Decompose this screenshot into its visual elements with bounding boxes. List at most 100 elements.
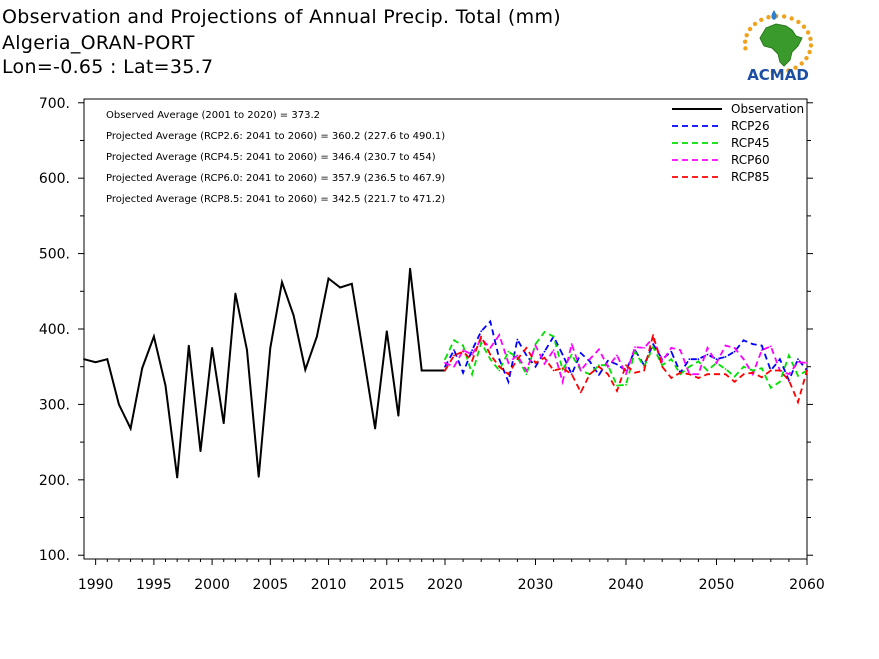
data-point-rcp26: [688, 358, 691, 361]
data-point-rcp60: [769, 345, 772, 348]
data-point-rcp45: [453, 339, 455, 342]
data-point-rcp85: [525, 346, 528, 349]
data-point-rcp26: [742, 339, 745, 342]
data-point-rcp60: [643, 346, 645, 349]
station-coordinates: Lon=-0.65 : Lat=35.7: [2, 56, 214, 78]
data-point-rcp60: [697, 373, 700, 376]
data-point-rcp60: [616, 354, 618, 357]
data-point-rcp26: [453, 349, 455, 352]
data-point-rcp85: [751, 371, 754, 374]
data-point-observation: [94, 361, 97, 364]
series-line-observation: [83, 268, 445, 478]
data-point-observation: [211, 346, 213, 349]
x-tick-label: 2050: [699, 577, 735, 593]
acmad-logo-text: ACMAD: [747, 66, 809, 84]
data-point-rcp85: [616, 389, 618, 392]
data-point-observation: [257, 475, 260, 478]
x-tick-label: 1990: [78, 577, 114, 593]
data-point-rcp60: [552, 349, 555, 352]
data-point-observation: [118, 403, 120, 406]
data-point-rcp60: [489, 346, 492, 349]
data-point-rcp26: [525, 354, 528, 357]
data-point-rcp45: [788, 354, 790, 357]
data-point-rcp26: [579, 352, 582, 355]
data-point-rcp85: [688, 373, 691, 376]
data-point-rcp45: [480, 341, 483, 344]
series-line-rcp26: [444, 319, 808, 385]
data-point-observation: [397, 414, 400, 417]
x-tick-label: 2005: [253, 577, 289, 593]
data-point-rcp60: [444, 362, 446, 364]
data-point-rcp26: [480, 330, 483, 333]
data-point-rcp45: [742, 365, 745, 368]
data-point-rcp45: [498, 369, 501, 372]
data-point-rcp60: [561, 380, 564, 383]
data-point-observation: [234, 292, 237, 295]
data-point-rcp85: [769, 369, 772, 372]
data-point-observation: [106, 358, 109, 361]
data-point-rcp60: [570, 343, 573, 345]
data-point-observation: [327, 277, 330, 280]
data-point-rcp45: [616, 384, 618, 387]
data-point-rcp85: [697, 377, 700, 379]
y-tick-label: 700.: [39, 96, 70, 112]
data-point-rcp26: [543, 350, 546, 353]
legend-label: RCP85: [731, 170, 770, 184]
data-point-observation: [187, 344, 190, 347]
data-point-rcp85: [760, 376, 763, 379]
data-point-observation: [246, 349, 248, 352]
data-point-rcp26: [724, 356, 727, 358]
station-name: Algeria_ORAN-PORT: [2, 32, 195, 54]
data-point-rcp60: [742, 358, 745, 361]
data-point-observation: [316, 335, 318, 338]
x-tick-label: 2015: [369, 577, 405, 593]
data-point-observation: [409, 267, 411, 270]
data-point-rcp26: [797, 358, 799, 361]
data-point-observation: [292, 314, 295, 317]
data-point-rcp60: [724, 344, 727, 347]
data-point-observation: [432, 369, 435, 372]
data-point-rcp85: [588, 373, 591, 376]
data-point-rcp60: [498, 334, 501, 336]
data-point-observation: [420, 369, 423, 372]
data-point-rcp26: [561, 353, 564, 356]
average-annotation: Projected Average (RCP6.0: 2041 to 2060)…: [106, 173, 445, 184]
data-point-rcp60: [670, 346, 673, 349]
data-point-rcp85: [462, 350, 464, 353]
data-point-rcp60: [634, 346, 636, 348]
data-point-rcp45: [697, 360, 700, 363]
data-point-rcp85: [489, 353, 492, 356]
data-point-rcp26: [778, 358, 781, 361]
data-point-observation: [374, 427, 377, 430]
data-point-rcp60: [462, 349, 464, 352]
data-point-rcp26: [462, 371, 464, 374]
data-point-rcp45: [724, 368, 727, 370]
data-point-rcp85: [570, 373, 573, 376]
data-point-rcp45: [570, 353, 573, 356]
data-point-observation: [385, 330, 388, 333]
data-point-observation: [176, 476, 179, 479]
data-point-rcp85: [552, 369, 555, 372]
y-tick-label: 600.: [39, 171, 70, 187]
data-point-rcp60: [597, 348, 600, 351]
average-annotation: Projected Average (RCP2.6: 2041 to 2060)…: [106, 131, 445, 142]
data-point-rcp85: [516, 358, 519, 361]
data-point-rcp60: [607, 365, 609, 368]
data-point-rcp85: [634, 371, 636, 374]
x-tick-label: 2010: [311, 577, 347, 593]
legend-label: RCP26: [731, 119, 770, 133]
series-line-rcp85: [444, 331, 808, 405]
legend-label: RCP60: [731, 153, 770, 167]
data-point-rcp85: [715, 373, 718, 376]
series-line-rcp45: [444, 330, 808, 390]
data-point-rcp60: [453, 365, 455, 368]
data-point-rcp85: [742, 373, 745, 376]
data-point-rcp26: [534, 365, 537, 368]
data-point-rcp85: [597, 365, 600, 368]
data-point-rcp85: [797, 401, 799, 404]
x-tick-label: 2060: [789, 577, 825, 593]
data-point-rcp85: [778, 369, 781, 372]
data-point-rcp60: [715, 362, 718, 364]
data-point-rcp60: [797, 361, 799, 364]
legend-label: RCP45: [731, 136, 770, 150]
